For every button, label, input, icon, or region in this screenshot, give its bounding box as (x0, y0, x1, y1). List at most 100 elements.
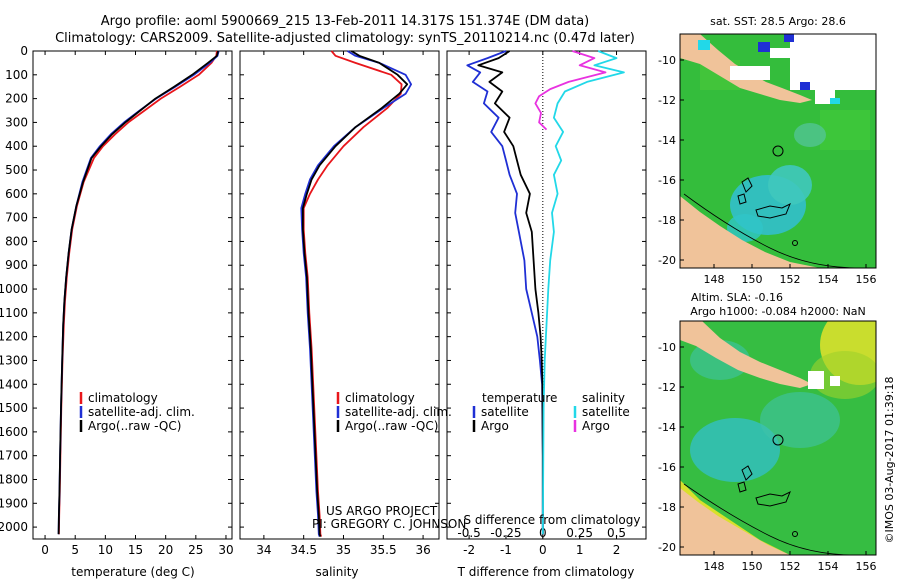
panel-temperature (32, 50, 233, 540)
sla-map-frame (679, 320, 877, 556)
legend-label-sal-argo: Argo (582, 419, 610, 433)
depth-tick-label: 1300 (0, 353, 28, 367)
legend-label-satellite: satellite-adj. clim. (345, 405, 452, 419)
sst-cool-patch (727, 214, 763, 242)
sst-small-marker (792, 240, 798, 246)
credit-pi: PI: GREGORY C. JOHNSON (312, 517, 466, 531)
lon-tick-label: 150 (742, 560, 763, 573)
imos-credit: ©IMOS 03-Aug-2017 01:39:18 (883, 377, 896, 544)
depth-tick-label: 1000 (0, 282, 28, 296)
x-tick-label: 5 (71, 543, 79, 557)
depth-tick-label: 400 (5, 139, 28, 153)
series-line-temperature-satellite (466, 50, 544, 535)
depth-tick-label: 1400 (0, 377, 28, 391)
difference-chart: -2 -1 0 1 2-0.5 -0.25 0 0.25 0.5 (457, 50, 626, 557)
x-tick-label: 15 (128, 543, 143, 557)
sst-warm-cell (758, 42, 770, 52)
x-tick-label: 20 (158, 543, 173, 557)
depth-tick-label: 800 (5, 234, 28, 248)
lon-tick-label: 156 (856, 273, 877, 286)
sst-warm-cell (830, 98, 840, 104)
difference-legend: temperature salinity satellite Argo sate… (472, 391, 630, 433)
x-tick-label: 34 (256, 543, 271, 557)
legend-label-satellite: satellite-adj. clim. (88, 405, 195, 419)
lon-tick-label: 154 (818, 560, 839, 573)
sla-coastline (683, 483, 860, 555)
series-line-argo-raw-qc- (301, 50, 409, 537)
sla-land-australia (680, 488, 790, 555)
x-tick-label: 25 (188, 543, 203, 557)
series-line-satellite-adj-clim- (300, 50, 413, 537)
argo-float-marker (772, 145, 784, 157)
sla-high-patch (810, 351, 876, 399)
sst-warm-cell (784, 34, 794, 42)
depth-tick-label: 1100 (0, 306, 28, 320)
s-tick-label: -0.5 (457, 526, 480, 540)
figure-title-line1: Argo profile: aoml 5900669_215 13-Feb-20… (101, 14, 590, 29)
lat-tick-label: -12 (658, 381, 676, 394)
depth-tick-label: 1500 (0, 401, 28, 415)
x-tick-label: 0 (41, 543, 49, 557)
sst-cool-patch (794, 123, 826, 147)
legend-label-argo: Argo(..raw -QC) (345, 419, 438, 433)
depth-tick-label: 200 (5, 92, 28, 106)
depth-axis: 0 100 200 300 400 500 600 700 800 900 1000 1100 1200… (0, 44, 646, 534)
sla-reef-outline (737, 465, 791, 507)
difference-xlabel: T difference from climatology (457, 565, 635, 579)
salinity-chart: 34 34.5 35 35.5 36 (256, 50, 431, 557)
depth-tick-label: 900 (5, 258, 28, 272)
depth-tick-label: 700 (5, 211, 28, 225)
legend-label-climatology: climatology (88, 391, 158, 405)
series-line-climatology (302, 50, 403, 537)
sla-missing-data (808, 371, 824, 389)
sla-missing-data (830, 376, 840, 386)
lat-tick-label: -16 (658, 174, 676, 187)
depth-tick-label: 1900 (0, 496, 28, 510)
lon-tick-label: 148 (704, 273, 725, 286)
sla-map (680, 321, 876, 555)
salinity-legend: climatology satellite-adj. clim. Argo(..… (336, 391, 452, 433)
sst-map-ticks: -10 -12 -14 -16 -18 -20 148 150 152 154 156 (658, 54, 876, 286)
legend-title-salinity: salinity (582, 391, 625, 405)
argo-float-marker (772, 434, 784, 446)
sst-reef-outline (737, 177, 791, 219)
sst-cool-patch (768, 165, 812, 205)
depth-tick-label: 2000 (0, 520, 28, 534)
sst-land-australia (680, 196, 820, 268)
sla-small-marker (792, 531, 798, 537)
s-tick-label: -0.25 (490, 526, 521, 540)
depth-tick-label: 300 (5, 115, 28, 129)
depth-tick-label: 1200 (0, 330, 28, 344)
legend-label-climatology: climatology (345, 391, 415, 405)
lat-tick-label: -14 (658, 421, 676, 434)
lat-tick-label: -14 (658, 134, 676, 147)
legend-label-temp-argo: Argo (481, 419, 509, 433)
temperature-xlabel: temperature (deg C) (71, 565, 194, 579)
depth-tick-label: 500 (5, 163, 28, 177)
temperature-legend: climatology satellite-adj. clim. Argo(..… (79, 391, 195, 433)
sst-warm-cell (698, 40, 710, 50)
figure-title-line2: Climatology: CARS2009. Satellite-adjuste… (55, 31, 635, 46)
sst-patch (820, 110, 870, 150)
map2-title-line1: Altim. SLA: -0.16 (691, 291, 783, 304)
s-tick-label: 0.25 (566, 526, 593, 540)
legend-label-temp-satellite: satellite (481, 405, 529, 419)
lat-tick-label: -10 (658, 54, 676, 67)
series-line-temperature-argo (477, 50, 544, 535)
x-tick-label: 10 (98, 543, 113, 557)
series-line-climatology (58, 50, 218, 535)
sst-missing-data (770, 48, 790, 58)
depth-tick-label: 0 (20, 44, 28, 58)
x-tick-label: 36 (415, 543, 430, 557)
x-tick-label: 2 (613, 543, 621, 557)
sst-coastline (683, 193, 861, 268)
legend-label-argo: Argo(..raw -QC) (88, 419, 181, 433)
sst-map (680, 34, 876, 268)
s-tick-label: 0.5 (607, 526, 626, 540)
depth-tick-label: 100 (5, 68, 28, 82)
x-tick-label: -1 (500, 543, 512, 557)
lat-tick-label: -20 (658, 254, 676, 267)
depth-tick-label: 1800 (0, 472, 28, 486)
sst-missing-data (790, 34, 876, 90)
